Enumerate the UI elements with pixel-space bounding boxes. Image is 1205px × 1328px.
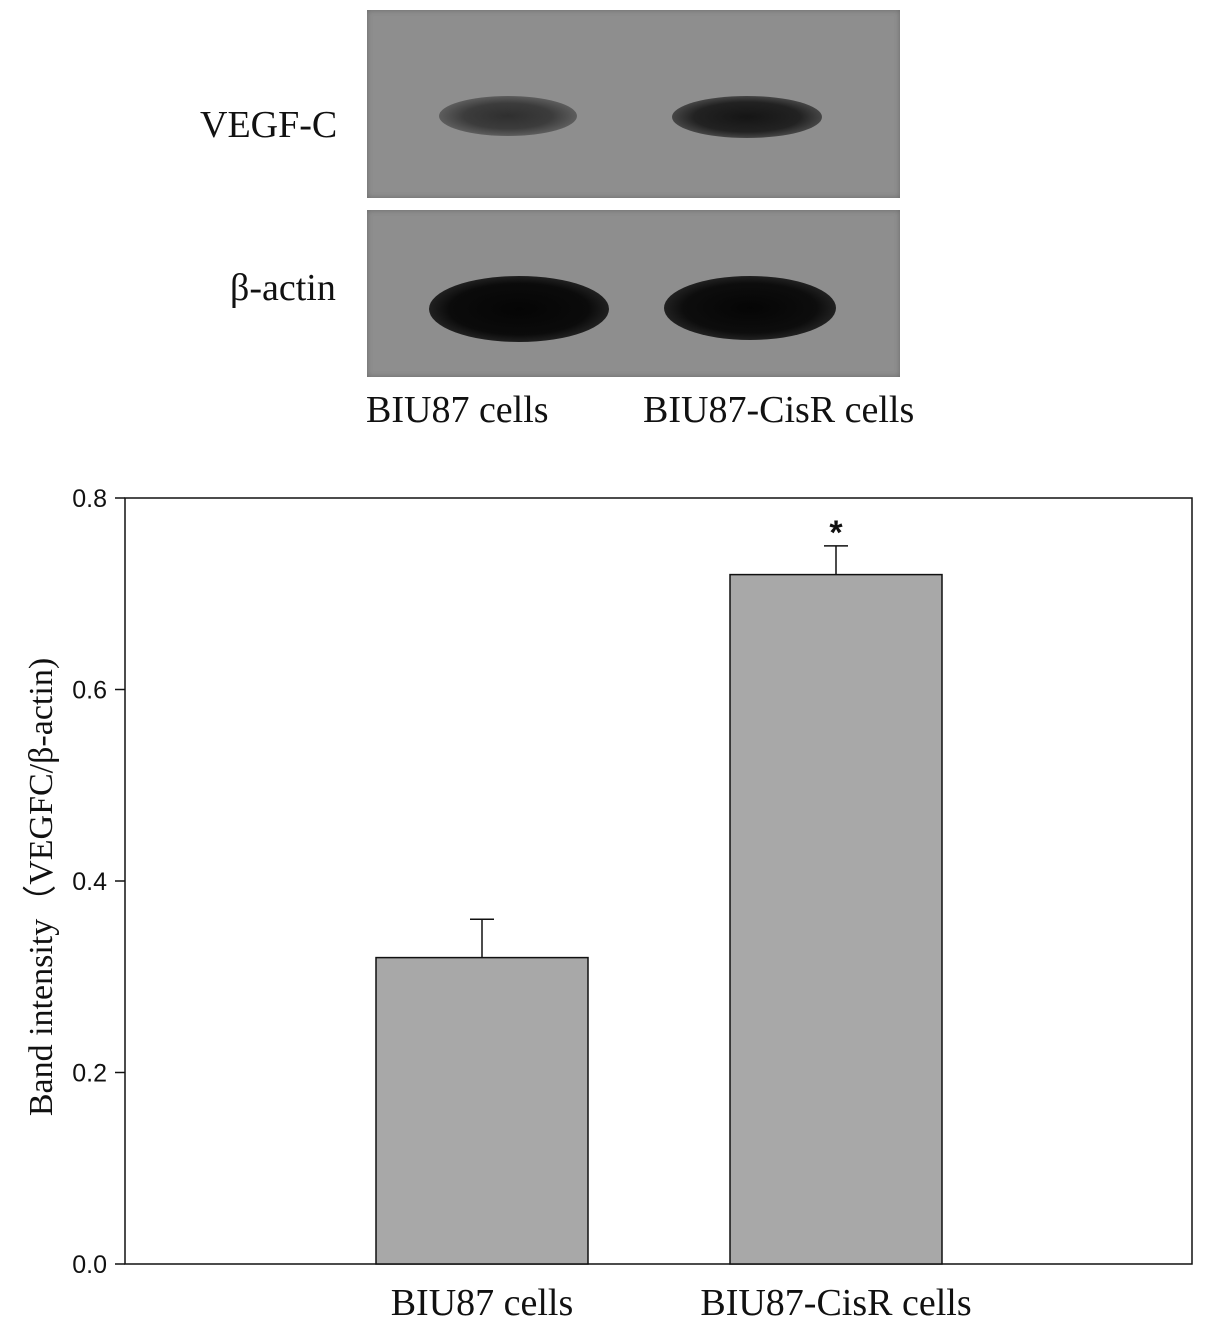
blot-lane-label-biu87: BIU87 cells	[366, 389, 549, 431]
x-tick-label: BIU87 cells	[391, 1282, 574, 1324]
blot-row-label-vegf-c: VEGF-C	[200, 104, 338, 146]
y-tick-label: 0.6	[72, 677, 107, 705]
band-beta-actin-biu87-cisr	[664, 276, 836, 340]
blot-lane-label-biu87-cisr: BIU87-CisR cells	[643, 389, 915, 431]
y-axis-label: Band intensity（VEGFC/β-actin)	[22, 658, 60, 1116]
x-tick-label: BIU87-CisR cells	[700, 1282, 971, 1324]
y-tick-label: 0.0	[72, 1251, 107, 1279]
blot-panel-beta-actin	[367, 210, 900, 377]
band-beta-actin-biu87	[429, 276, 609, 342]
band-vegf-c-biu87	[439, 96, 577, 136]
blot-row-label-beta-actin: β-actin	[230, 267, 336, 309]
y-tick-label: 0.4	[72, 868, 107, 896]
band-vegf-c-biu87-cisr	[672, 96, 822, 138]
bar	[375, 956, 589, 1265]
y-tick-label: 0.8	[72, 485, 107, 513]
blot-panel-vegf-c	[367, 10, 900, 198]
y-tick-label: 0.2	[72, 1060, 107, 1088]
significance-marker: *	[829, 514, 843, 552]
plot-frame	[124, 497, 1193, 1265]
bar	[729, 573, 943, 1265]
